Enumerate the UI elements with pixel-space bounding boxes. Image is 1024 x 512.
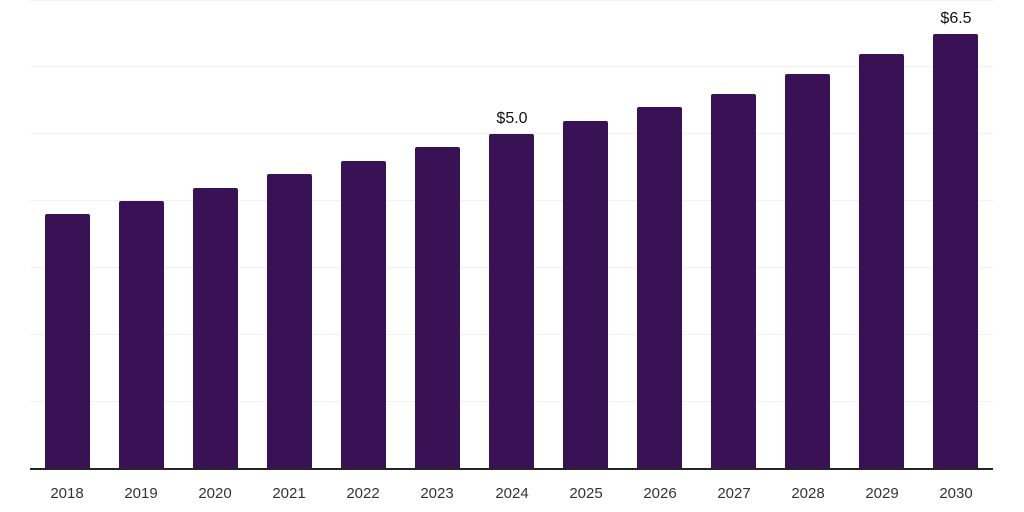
bar-2025 [563, 121, 608, 469]
x-axis-line [30, 468, 993, 470]
bar-2021 [267, 174, 312, 469]
value-label-2030: $6.5 [940, 10, 972, 27]
x-tick-label-2020: 2020 [198, 485, 232, 502]
bar-2028 [785, 74, 830, 469]
x-tick-label-2029: 2029 [865, 485, 899, 502]
bar-2030 [933, 34, 978, 470]
bar-2027 [711, 94, 756, 469]
x-tick-label-2023: 2023 [420, 485, 454, 502]
x-tick-label-2030: 2030 [939, 485, 973, 502]
x-tick-label-2021: 2021 [272, 485, 306, 502]
x-tick-label-2025: 2025 [569, 485, 603, 502]
x-tick-label-2019: 2019 [124, 485, 158, 502]
bar-2019 [119, 201, 164, 469]
x-tick-label-2027: 2027 [717, 485, 751, 502]
bar-2024 [489, 134, 534, 469]
gridline [30, 66, 993, 67]
gridline [30, 133, 993, 134]
bar-2020 [193, 188, 238, 469]
x-tick-label-2024: 2024 [495, 485, 529, 502]
x-tick-label-2026: 2026 [643, 485, 677, 502]
value-label-2024: $5.0 [496, 110, 528, 127]
bar-2022 [341, 161, 386, 469]
x-tick-label-2028: 2028 [791, 485, 825, 502]
bar-2029 [859, 54, 904, 469]
x-tick-label-2022: 2022 [346, 485, 380, 502]
bar-2023 [415, 147, 460, 469]
bar-2026 [637, 107, 682, 469]
bar-2018 [45, 214, 90, 469]
x-tick-label-2018: 2018 [50, 485, 84, 502]
gridline [30, 0, 993, 1]
